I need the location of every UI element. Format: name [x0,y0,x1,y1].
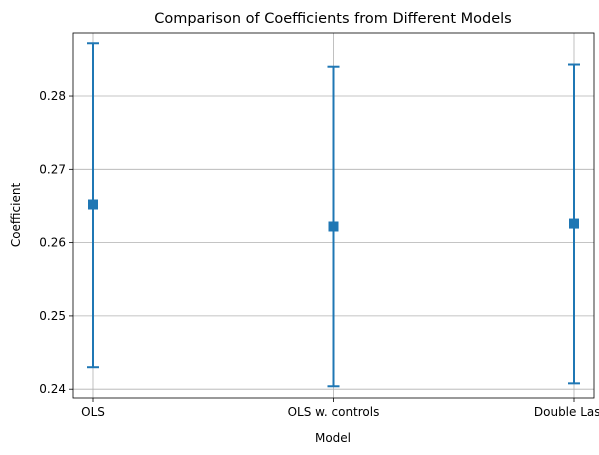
y-tick-label: 0.27 [39,162,66,176]
y-tick-label: 0.24 [39,382,66,396]
y-tick-label: 0.28 [39,89,66,103]
x-tick-label: Double Lasso [534,405,599,419]
data-point [88,199,98,210]
y-axis-label: Coefficient [9,183,23,248]
data-point [569,218,579,229]
chart-title: Comparison of Coefficients from Differen… [154,11,512,27]
x-axis-label: Model [315,431,351,445]
x-tick-label: OLS [81,405,105,419]
data-point [328,221,339,232]
x-tick-label: OLS w. controls [288,405,380,419]
y-tick-label: 0.26 [39,236,66,250]
tick-layer: OLS OLS w. controls Double Lasso 0.24 0.25 0.… [39,89,599,419]
y-tick-label: 0.25 [39,309,66,323]
data-layer [87,42,580,388]
